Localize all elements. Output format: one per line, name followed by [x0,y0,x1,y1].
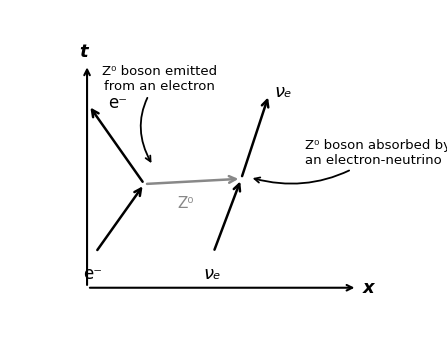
Text: Z⁰ boson absorbed by
an electron-neutrino: Z⁰ boson absorbed by an electron-neutrin… [254,138,447,184]
Text: νₑ: νₑ [274,83,291,101]
Text: t: t [79,43,88,61]
Text: Z⁰: Z⁰ [177,196,194,211]
Text: e⁻: e⁻ [108,94,127,112]
Text: νₑ: νₑ [203,265,220,283]
Text: Z⁰ boson emitted
from an electron: Z⁰ boson emitted from an electron [102,64,217,162]
Text: e⁻: e⁻ [83,265,102,283]
Text: x: x [363,279,374,297]
